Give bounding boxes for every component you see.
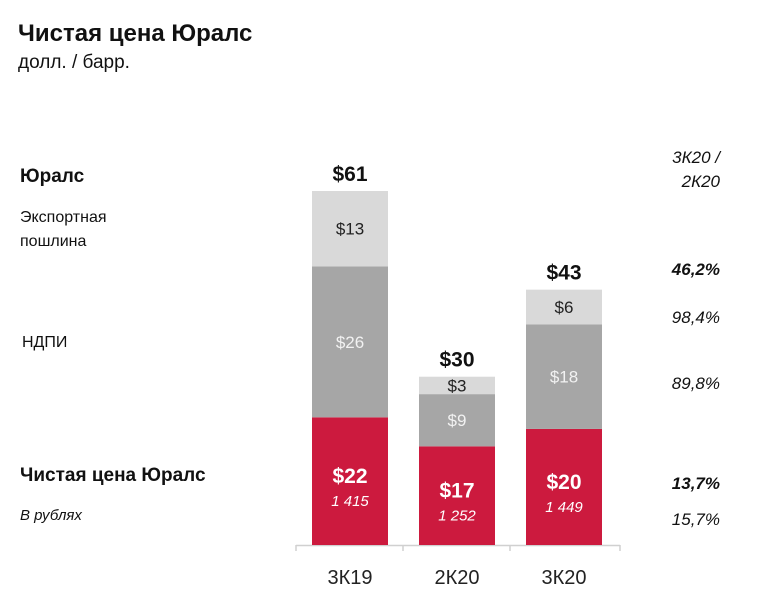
bar-segment	[419, 446, 495, 545]
change-urals: 46,2%	[671, 260, 720, 279]
rub-value-label: 1 415	[331, 493, 369, 510]
label-urals: Юралс	[20, 166, 85, 187]
label-ndpi: НДПИ	[22, 334, 68, 351]
total-label: $61	[332, 163, 367, 186]
segment-label: $3	[448, 376, 467, 395]
segment-label: $9	[448, 411, 467, 430]
change-in-rubles: 15,7%	[671, 510, 720, 529]
segment-label: $6	[555, 298, 574, 317]
bar-segment	[526, 324, 602, 429]
total-label: $43	[546, 262, 581, 285]
bar-segment	[419, 394, 495, 447]
change-header-line1: 3К20 /	[672, 148, 720, 167]
bar-segment	[526, 428, 602, 545]
change-export-duty: 98,4%	[671, 308, 720, 327]
page-title: Чистая цена Юралс	[18, 20, 253, 47]
label-export-duty: Экспортная пошлина	[20, 209, 107, 250]
segment-label: $20	[546, 471, 581, 494]
segment-label: $18	[550, 368, 578, 387]
segment-label: $17	[439, 480, 474, 503]
segment-label: $26	[336, 333, 364, 352]
segment-label: $22	[332, 465, 367, 488]
x-tick-label: 2К20	[434, 567, 479, 589]
bar-segment	[526, 289, 602, 325]
rub-value-label: 1 252	[438, 508, 476, 525]
bar-segment	[312, 191, 388, 267]
bar-segment	[419, 376, 495, 395]
label-in-rubles: В рублях	[20, 507, 82, 524]
rub-value-label: 1 449	[545, 499, 583, 516]
x-tick-label: 3К19	[327, 567, 372, 589]
bar-segment	[312, 417, 388, 545]
change-header: 3К20 / 2К20	[672, 146, 720, 194]
page-subtitle: долл. / барр.	[18, 52, 130, 73]
bar-segment	[312, 266, 388, 418]
x-tick-label: 3К20	[541, 567, 586, 589]
change-net-price: 13,7%	[671, 474, 720, 493]
change-ndpi: 89,8%	[671, 374, 720, 393]
total-label: $30	[439, 349, 474, 372]
change-header-line2: 2К20	[681, 172, 720, 191]
segment-label: $13	[336, 220, 364, 239]
label-net-price: Чистая цена Юралс	[20, 465, 206, 486]
